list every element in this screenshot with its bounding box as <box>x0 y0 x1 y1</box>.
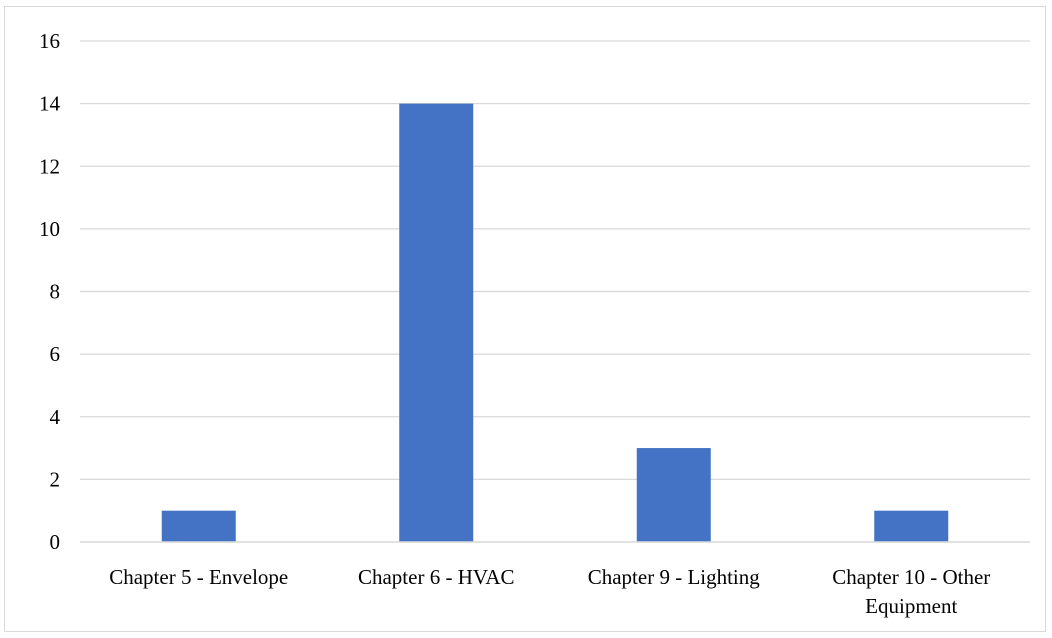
bar <box>399 103 474 542</box>
x-tick-label: Chapter 5 - Envelope <box>109 565 288 589</box>
bars <box>161 103 949 542</box>
y-axis-tick-labels: 0 2 4 6 8 10 12 14 16 <box>39 29 61 554</box>
y-tick-label: 16 <box>39 29 60 53</box>
x-tick-label-line: Chapter 10 - Other <box>832 565 990 589</box>
y-tick-label: 0 <box>50 530 61 554</box>
x-tick-label-line: Equipment <box>865 594 957 618</box>
y-tick-label: 8 <box>50 280 61 304</box>
x-tick-label: Chapter 9 - Lighting <box>588 565 761 589</box>
y-tick-label: 4 <box>50 405 61 429</box>
x-tick-label: Chapter 10 - Other Equipment <box>832 565 990 618</box>
y-tick-label: 6 <box>50 342 61 366</box>
x-tick-label-line: Chapter 6 - HVAC <box>358 565 515 589</box>
x-tick-label-line: Chapter 5 - Envelope <box>109 565 288 589</box>
y-tick-label: 14 <box>39 92 61 116</box>
x-tick-label-line: Chapter 9 - Lighting <box>588 565 761 589</box>
bar <box>874 510 949 542</box>
y-tick-label: 12 <box>39 154 60 178</box>
bar <box>161 510 236 542</box>
bar <box>636 448 711 542</box>
gridlines <box>80 40 1030 481</box>
y-tick-label: 2 <box>50 467 61 491</box>
x-tick-label: Chapter 6 - HVAC <box>358 565 515 589</box>
y-tick-label: 10 <box>39 217 60 241</box>
x-axis-category-labels: Chapter 5 - Envelope Chapter 6 - HVAC Chap… <box>109 565 990 618</box>
